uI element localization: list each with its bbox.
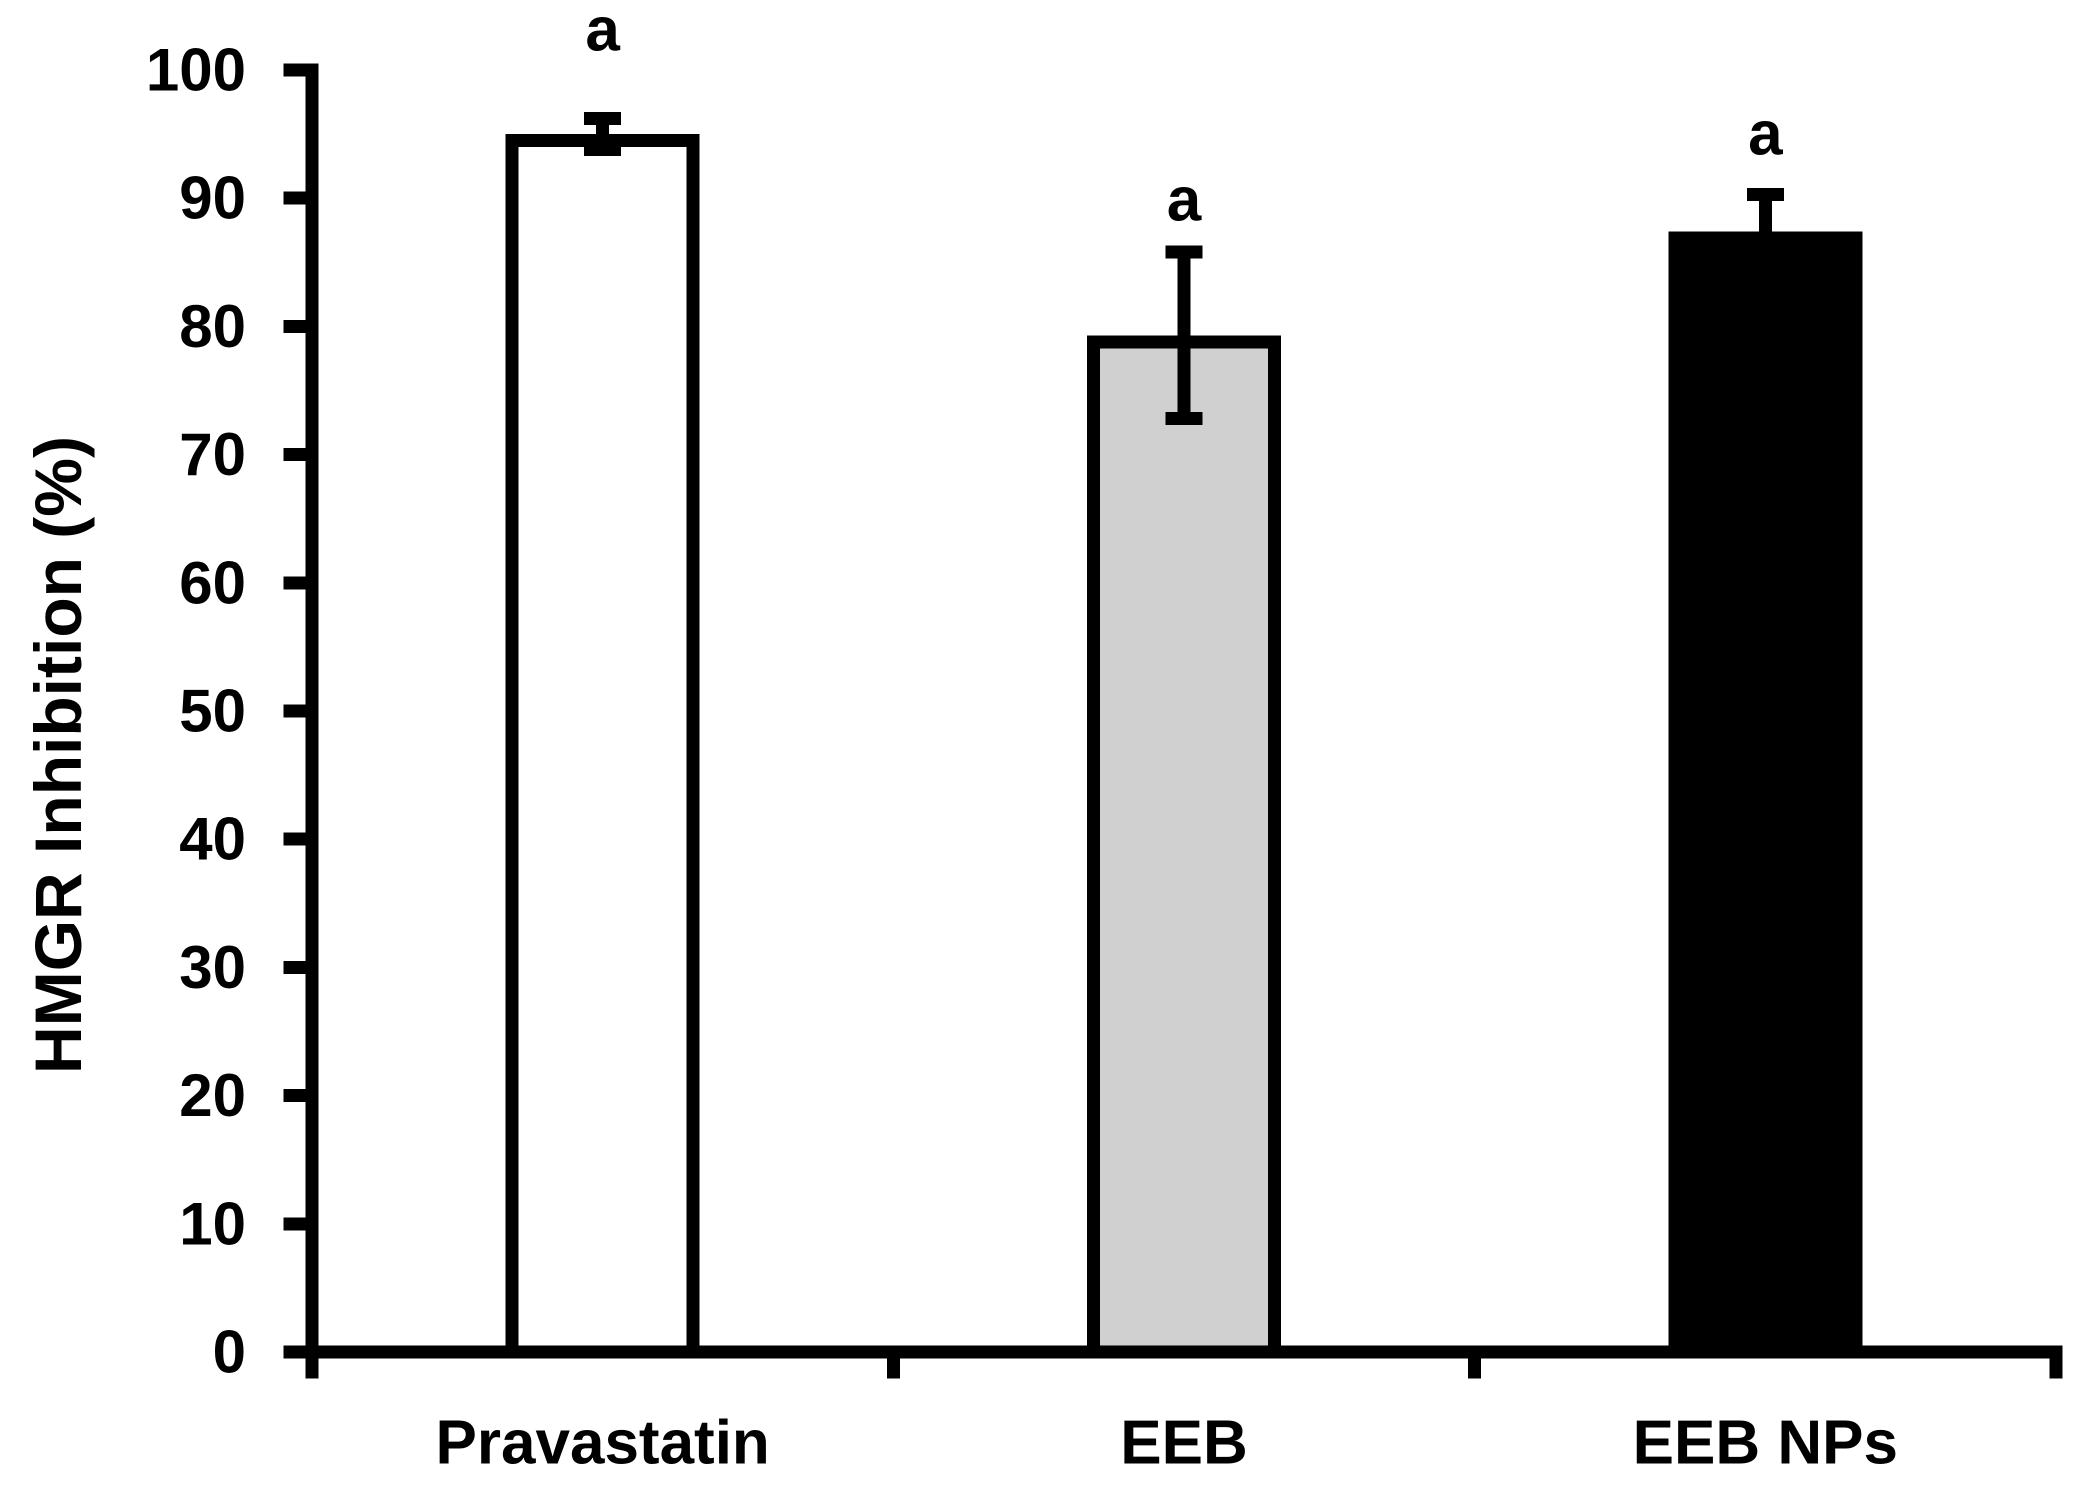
y-tick-label: 100	[146, 37, 246, 104]
y-tick-label: 20	[179, 1062, 246, 1129]
chart-elements: 0 10 20 30 40 50 60 70 80 90 100 a a a Pravastatin EEB E…	[146, 0, 2063, 1478]
significance-letter: a	[585, 0, 620, 65]
error-bar-cap-top	[1746, 187, 1784, 201]
bar-eeb-nps	[1668, 231, 1863, 1359]
error-bar-cap-bottom	[584, 142, 622, 156]
error-bar-cap-bottom	[1746, 262, 1784, 276]
y-tick-label: 50	[179, 678, 246, 745]
error-bar-cap-bottom	[1165, 412, 1203, 426]
x-axis-line	[305, 1345, 2063, 1359]
error-bar-cap-top	[1165, 245, 1203, 259]
x-axis-tick	[886, 1358, 900, 1379]
y-tick-label: 90	[179, 165, 246, 232]
x-axis-tick	[1468, 1358, 1482, 1379]
y-axis-line	[305, 63, 319, 1359]
y-tick-label: 70	[179, 421, 246, 488]
category-label-eeb-nps: EEB NPs	[1633, 1409, 1898, 1478]
significance-letter: a	[1167, 166, 1202, 235]
error-bar-cap-top	[584, 112, 622, 126]
y-tick-label: 60	[179, 549, 246, 616]
y-tick-label: 30	[179, 934, 246, 1001]
y-tick-label: 80	[179, 293, 246, 360]
category-label-eeb: EEB	[1120, 1409, 1247, 1478]
bar-eeb	[1087, 335, 1281, 1359]
significance-letter: a	[1748, 100, 1783, 169]
bar-pravastatin	[505, 134, 700, 1359]
x-axis-tick	[305, 1358, 319, 1379]
error-bar-line	[1758, 194, 1772, 269]
x-axis-tick	[2049, 1358, 2063, 1379]
error-bar-line	[596, 118, 610, 150]
y-tick-label: 10	[179, 1190, 246, 1257]
category-label-pravastatin: Pravastatin	[436, 1409, 770, 1478]
y-tick-label: 0	[213, 1319, 246, 1386]
y-axis-title: HMGR Inhibition (%)	[21, 436, 95, 1074]
error-bar-line	[1177, 252, 1191, 419]
y-tick-label: 40	[179, 806, 246, 873]
